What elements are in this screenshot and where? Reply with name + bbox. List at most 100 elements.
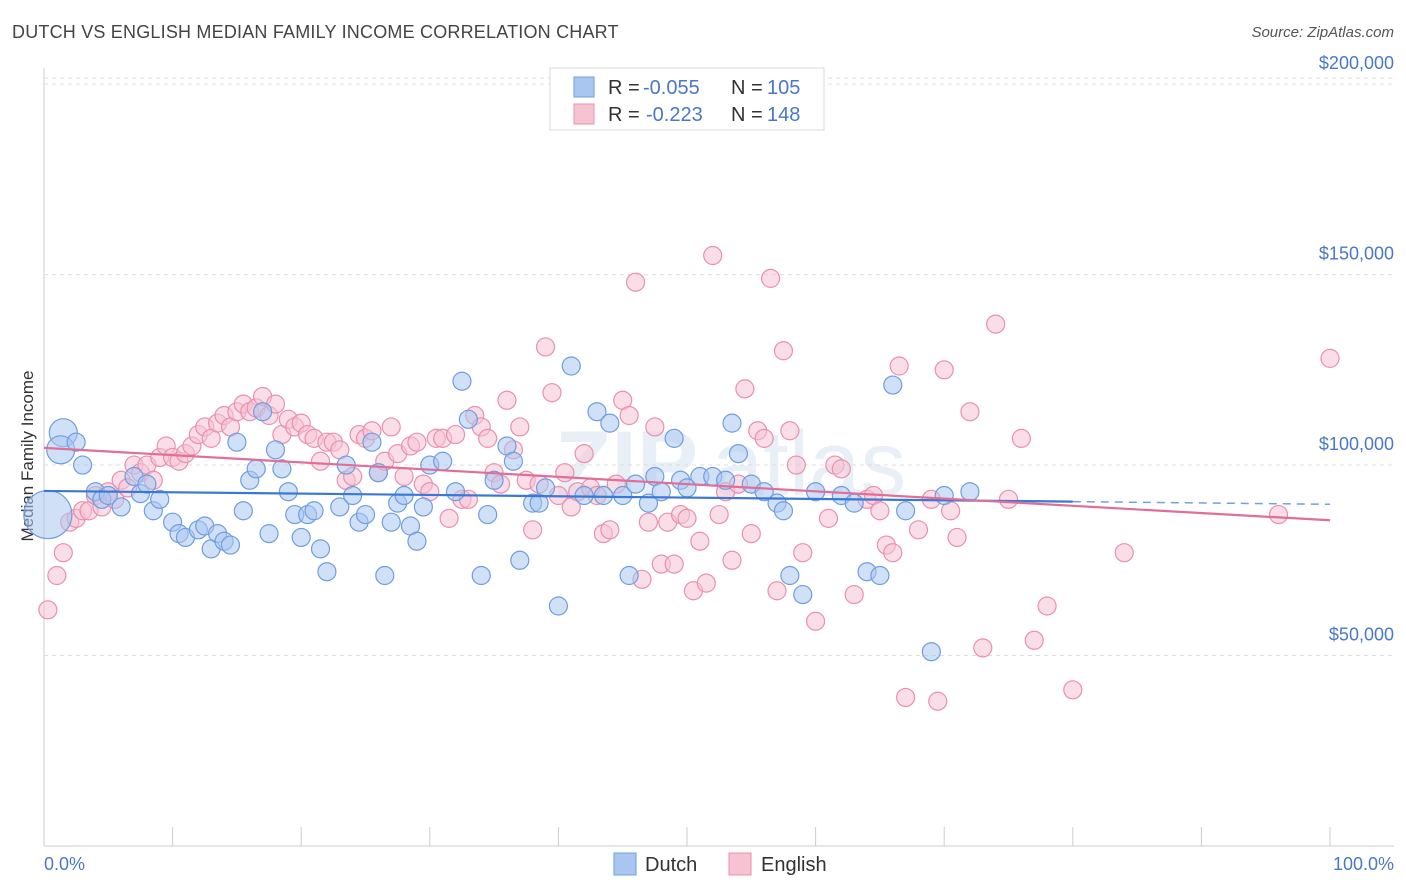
y-tick-label: $150,000: [1319, 244, 1394, 264]
dutch-point: [619, 565, 639, 586]
english-point: [767, 581, 787, 601]
dutch-point: [111, 497, 131, 517]
dutch-point: [227, 432, 247, 452]
english-point: [870, 501, 890, 521]
english-point: [523, 520, 543, 540]
y-tick-label: $50,000: [1329, 625, 1394, 645]
dutch-point: [66, 432, 86, 452]
english-point: [574, 444, 594, 464]
bottom-legend-dutch-label: Dutch: [645, 854, 697, 876]
dutch-trendline-extension: [1072, 500, 1331, 506]
bottom-legend-dutch-swatch: [613, 852, 637, 876]
english-point: [645, 417, 665, 437]
dutch-point: [413, 497, 433, 517]
dutch-point: [23, 489, 73, 540]
dutch-point: [304, 501, 324, 521]
dutch-point: [960, 482, 980, 502]
dutch-point: [921, 642, 941, 662]
english-point: [510, 417, 530, 437]
dutch-point: [503, 451, 523, 471]
dutch-point: [291, 527, 311, 548]
dutch-point: [278, 482, 298, 502]
legend-dutch-r-value: -0.055: [643, 77, 700, 99]
dutch-point: [548, 596, 569, 616]
english-point: [735, 379, 755, 399]
english-point: [690, 531, 710, 551]
dutch-point: [561, 356, 581, 376]
english-point: [973, 638, 993, 658]
dutch-point: [343, 485, 363, 506]
english-point: [664, 554, 684, 574]
english-point: [709, 504, 729, 525]
y-tick-label: $100,000: [1319, 434, 1394, 454]
dutch-point: [445, 482, 466, 502]
english-point: [407, 432, 427, 452]
english-point: [38, 600, 58, 620]
dutch-point: [484, 470, 504, 490]
dutch-point: [317, 562, 337, 582]
legend-english-n-label: N =: [731, 104, 763, 126]
dutch-point: [407, 531, 427, 551]
english-point: [741, 524, 761, 544]
english-point: [889, 356, 909, 376]
english-point: [754, 428, 774, 448]
dutch-point: [433, 451, 453, 471]
english-point: [638, 512, 659, 532]
legend-box: [549, 67, 825, 131]
dutch-point: [844, 493, 864, 513]
english-point: [1268, 504, 1289, 525]
legend-english-n-value: 148: [767, 104, 800, 126]
english-point: [381, 417, 401, 437]
legend-english-r-label: R =: [608, 104, 640, 126]
y-tick-label: $200,000: [1319, 53, 1394, 73]
english-point: [703, 245, 723, 266]
legend-english-swatch: [573, 103, 595, 125]
english-point: [722, 550, 742, 570]
dutch-point: [362, 432, 382, 452]
dutch-point: [934, 485, 954, 506]
dutch-trendline: [43, 489, 1073, 503]
english-point: [760, 268, 781, 288]
english-point: [1011, 428, 1031, 448]
english-point: [818, 508, 839, 528]
english-point: [780, 421, 800, 441]
english-point: [445, 424, 466, 445]
english-point: [1063, 680, 1083, 700]
dutch-point: [259, 524, 279, 544]
dutch-point: [510, 550, 530, 570]
english-point: [786, 455, 806, 475]
english-point: [773, 341, 794, 361]
dutch-point: [587, 402, 607, 422]
english-point: [394, 466, 414, 487]
english-point: [625, 272, 646, 292]
dutch-point: [883, 375, 903, 395]
english-point: [986, 314, 1006, 334]
source-label: Source: ZipAtlas.com: [1251, 24, 1394, 41]
bottom-legend: Dutch English: [613, 852, 827, 876]
chart-title: DUTCH VS ENGLISH MEDIAN FAMILY INCOME CO…: [12, 22, 619, 42]
dutch-point: [150, 489, 170, 509]
dutch-point: [722, 413, 742, 433]
english-point: [310, 451, 331, 471]
x-tick-label-min: 0.0%: [44, 854, 85, 874]
legend-dutch-n-label: N =: [731, 77, 763, 99]
english-point: [555, 463, 575, 483]
dutch-point: [381, 512, 401, 532]
dutch-point: [246, 459, 266, 479]
english-point: [793, 543, 813, 563]
legend-dutch-r-label: R =: [608, 77, 640, 99]
dutch-point: [638, 493, 659, 513]
english-point: [677, 508, 697, 528]
english-point: [439, 508, 459, 528]
dutch-point: [793, 584, 813, 605]
dutch-point: [310, 539, 331, 559]
english-point: [844, 584, 864, 605]
dutch-point: [535, 478, 556, 498]
english-point: [619, 405, 639, 426]
x-tick-label-max: 100.0%: [1333, 854, 1394, 874]
dutch-point: [458, 409, 478, 429]
english-point: [478, 428, 498, 448]
english-point: [831, 459, 851, 479]
dutch-point: [265, 440, 286, 460]
dutch-point: [375, 565, 395, 586]
